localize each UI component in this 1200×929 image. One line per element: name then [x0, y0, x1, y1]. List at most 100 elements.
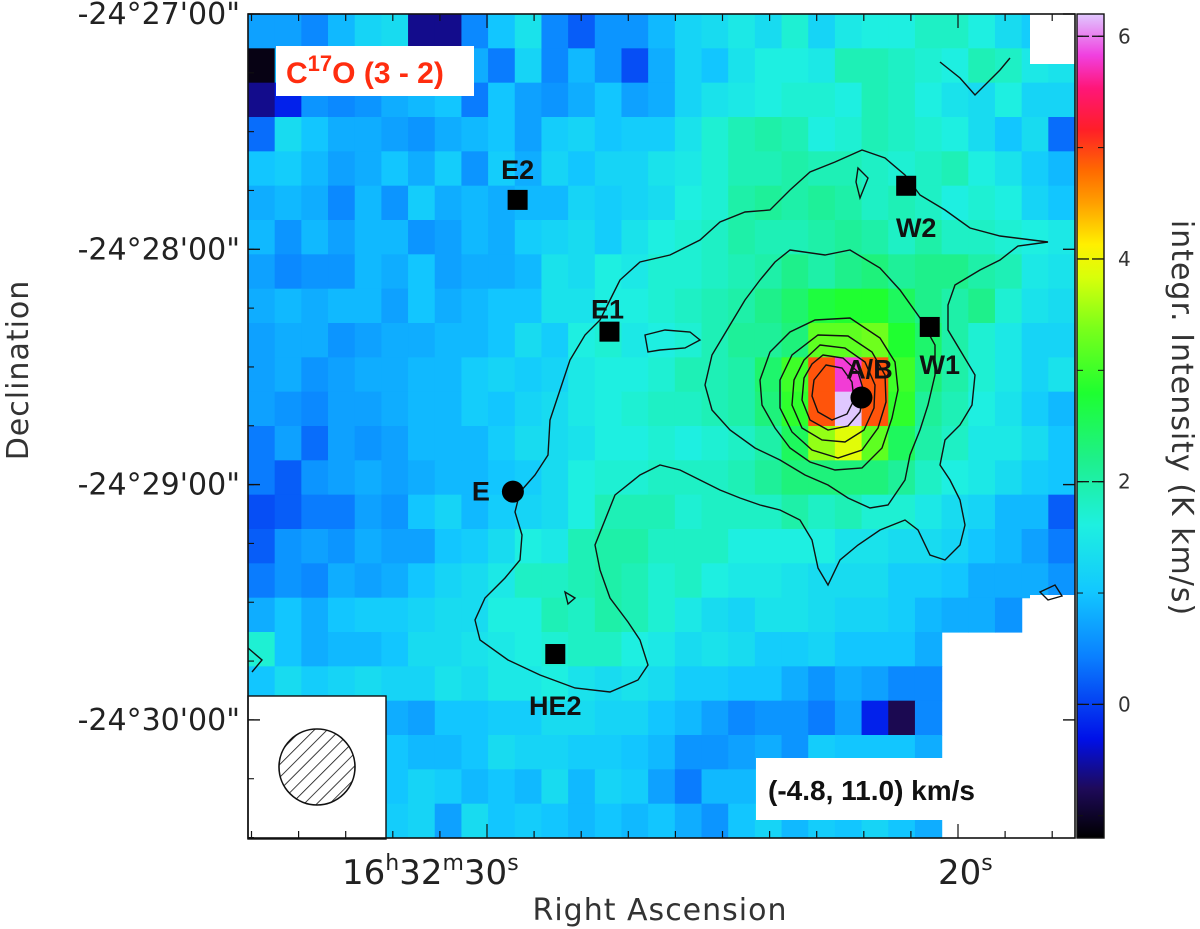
heatmap-cell [621, 14, 649, 49]
heatmap-cell [834, 529, 863, 564]
heatmap-cell [834, 632, 863, 667]
heatmap-cell [1048, 254, 1075, 290]
heatmap-cell [888, 700, 916, 736]
heatmap-cell [594, 151, 623, 187]
heatmap-cell [781, 460, 809, 496]
heatmap-cell [434, 220, 463, 255]
heatmap-cell [914, 666, 943, 702]
heatmap-cell [301, 494, 329, 530]
heatmap-cell [488, 288, 516, 324]
heatmap-cell [888, 48, 916, 84]
heatmap-cell [568, 460, 596, 496]
heatmap-cell [674, 82, 703, 118]
heatmap-cell [834, 14, 863, 49]
heatmap-cell [754, 220, 783, 255]
heatmap-cell [701, 735, 729, 770]
heatmap-cell [621, 288, 649, 324]
heatmap-cell [994, 14, 1023, 49]
heatmap-cell [354, 426, 382, 461]
heatmap-cell [621, 185, 649, 221]
heatmap-cell [621, 323, 649, 358]
blank-region-top-right [1030, 14, 1076, 64]
heatmap-cell [648, 597, 676, 633]
heatmap-cell [648, 151, 676, 187]
heatmap-cell [834, 117, 863, 152]
heatmap-cell [461, 803, 489, 838]
heatmap-cell [408, 666, 436, 702]
heatmap-cell [861, 632, 889, 667]
heatmap-cell [381, 529, 409, 564]
heatmap-cell [701, 426, 729, 461]
heatmap-cell [541, 151, 569, 187]
heatmap-cell [888, 391, 916, 427]
source-label: E2 [501, 155, 534, 185]
heatmap-cell [301, 288, 329, 324]
heatmap-cell [354, 357, 382, 393]
heatmap-cell [1021, 117, 1049, 152]
heatmap-cell [594, 357, 623, 393]
heatmap-cell [301, 14, 329, 49]
heatmap-cell [408, 494, 436, 530]
contour-blob-small [563, 590, 577, 606]
heatmap-cell [701, 803, 729, 838]
heatmap-cell [808, 357, 836, 393]
heatmap-cell [594, 700, 623, 736]
heatmap-cell [408, 117, 436, 152]
heatmap-cell [781, 563, 809, 599]
heatmap-cell [1021, 185, 1049, 221]
heatmap-cell [568, 597, 596, 633]
heatmap-cell [888, 323, 916, 358]
heatmap-cell [728, 803, 756, 838]
heatmap-cell [648, 666, 676, 702]
heatmap-cell [1021, 426, 1049, 461]
heatmap-cell [648, 563, 676, 599]
heatmap-cell [274, 563, 302, 599]
heatmap-cell [434, 597, 463, 633]
heatmap-cell [488, 323, 516, 358]
heatmap-cell [914, 14, 943, 49]
heatmap-cell [728, 151, 756, 187]
heatmap-cell [1021, 288, 1049, 324]
heatmap-cell [994, 391, 1023, 427]
heatmap-cell [914, 597, 943, 633]
heatmap-cell [994, 151, 1023, 187]
heatmap-cell [408, 803, 436, 838]
heatmap-cell [248, 426, 276, 461]
heatmap-cell [434, 769, 463, 805]
heatmap-cell [941, 117, 969, 152]
heatmap-cell [328, 529, 356, 564]
heatmap-cell [1021, 563, 1049, 599]
heatmap-cell [488, 14, 516, 49]
heatmap-cell [594, 288, 623, 324]
heatmap-cell [1048, 426, 1075, 461]
heatmap-cell [648, 48, 676, 84]
heatmap-cell [1048, 185, 1075, 221]
heatmap-cell [274, 288, 302, 324]
heatmap-cell [808, 666, 836, 702]
heatmap-cell [674, 117, 703, 152]
heatmap-cell [1021, 357, 1049, 393]
heatmap-cell [701, 597, 729, 633]
source-label: A/B [846, 355, 893, 385]
heatmap-cell [968, 254, 996, 290]
heatmap-cell [461, 254, 489, 290]
heatmap-cell [754, 48, 783, 84]
x-axis: 16h32m30s 20s [250, 14, 1053, 893]
heatmap-cell [621, 48, 649, 84]
heatmap-cell [914, 357, 943, 393]
heatmap-cell [914, 700, 943, 736]
heatmap-cell [754, 14, 783, 49]
heatmap-cell [888, 666, 916, 702]
heatmap-cell [994, 426, 1023, 461]
source-circle-marker [850, 386, 873, 409]
heatmap-cell [968, 426, 996, 461]
heatmap-cell [541, 494, 569, 530]
heatmap-cell [461, 632, 489, 667]
heatmap-cell [488, 769, 516, 805]
heatmap-cell [488, 735, 516, 770]
heatmap-cell [754, 494, 783, 530]
heatmap-cell [728, 323, 756, 358]
contour-blob-w2 [855, 166, 869, 201]
heatmap-cell [994, 288, 1023, 324]
